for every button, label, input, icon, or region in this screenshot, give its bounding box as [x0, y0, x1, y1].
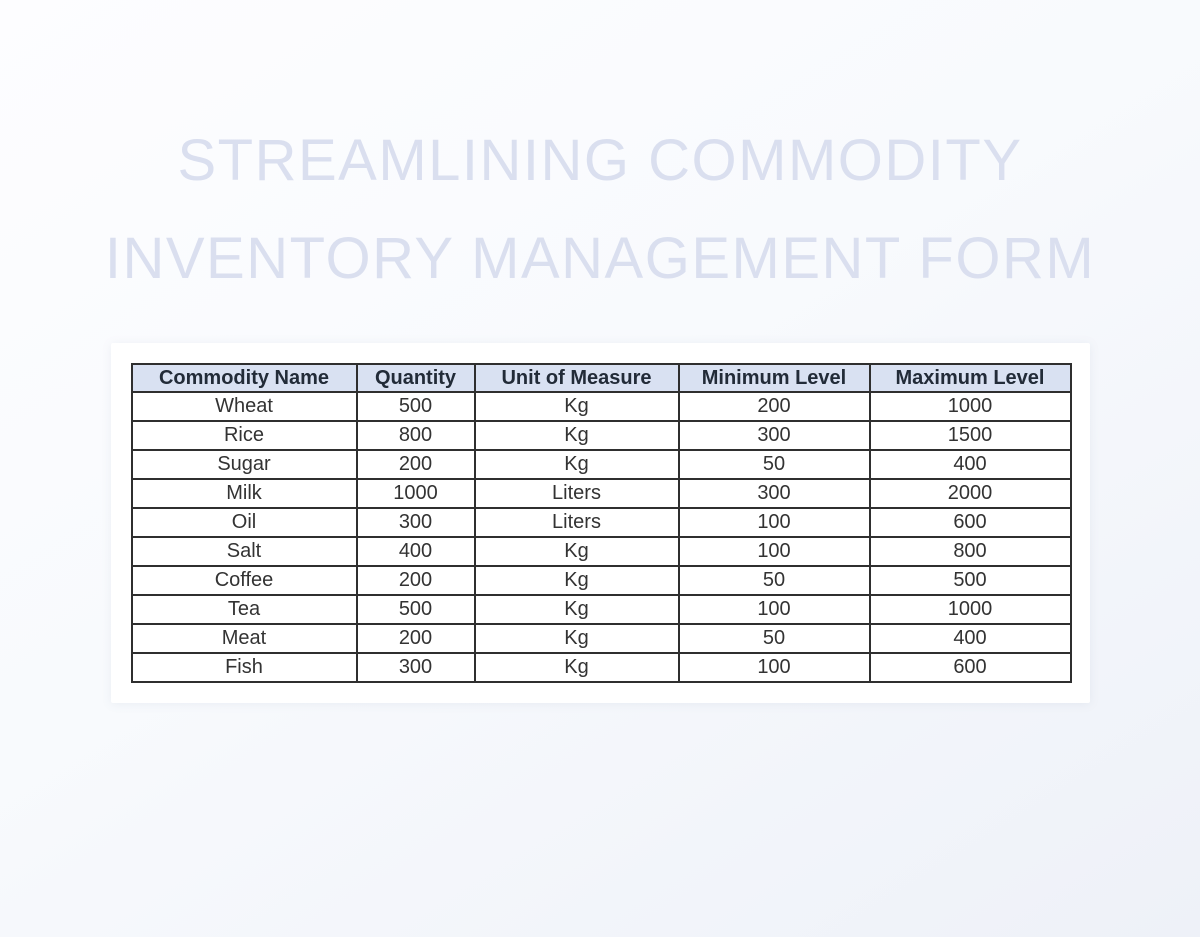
table-cell: 300 — [355, 507, 476, 538]
table-cell: 500 — [868, 565, 1072, 596]
table-cell: 500 — [355, 391, 476, 422]
table-cell: 400 — [868, 449, 1072, 480]
table-body: Wheat 500 Kg 200 1000 Rice 800 Kg 300 1500 Sugar 20… — [130, 391, 1072, 683]
table-cell: Meat — [130, 623, 358, 654]
column-header: Unit of Measure — [473, 363, 680, 393]
table-cell: 500 — [355, 594, 476, 625]
inventory-table: Commodity Name Quantity Unit of Measure Min… — [130, 363, 1072, 683]
table-cell: 400 — [868, 623, 1072, 654]
table-cell: 100 — [677, 507, 871, 538]
table-cell: 100 — [677, 594, 871, 625]
column-header: Quantity — [355, 363, 476, 393]
table-cell: 50 — [677, 623, 871, 654]
table-cell: Milk — [130, 478, 358, 509]
table-row: Fish 300 Kg 100 600 — [130, 652, 1072, 683]
table-cell: 300 — [677, 420, 871, 451]
table-cell: 600 — [868, 507, 1072, 538]
table-cell: 50 — [677, 449, 871, 480]
table-cell: Wheat — [130, 391, 358, 422]
table-cell: 2000 — [868, 478, 1072, 509]
column-header: Minimum Level — [677, 363, 871, 393]
table-cell: Salt — [130, 536, 358, 567]
table-cell: Kg — [473, 623, 680, 654]
table-cell: 1000 — [355, 478, 476, 509]
table-cell: 1500 — [868, 420, 1072, 451]
table-cell: 100 — [677, 652, 871, 683]
table-cell: 200 — [677, 391, 871, 422]
table-cell: 200 — [355, 565, 476, 596]
table-cell: Kg — [473, 536, 680, 567]
table-header-row: Commodity Name Quantity Unit of Measure Min… — [130, 363, 1072, 393]
table-cell: 1000 — [868, 391, 1072, 422]
table-row: Meat 200 Kg 50 400 — [130, 623, 1072, 654]
table-cell: 200 — [355, 449, 476, 480]
page-title: STREAMLINING COMMODITY INVENTORY MANAGEM… — [0, 112, 1200, 308]
table-cell: Sugar — [130, 449, 358, 480]
table-row: Coffee 200 Kg 50 500 — [130, 565, 1072, 596]
table-cell: Kg — [473, 420, 680, 451]
table-cell: 400 — [355, 536, 476, 567]
table-cell: Kg — [473, 565, 680, 596]
table-cell: Kg — [473, 391, 680, 422]
table-cell: Coffee — [130, 565, 358, 596]
table-row: Wheat 500 Kg 200 1000 — [130, 391, 1072, 422]
table-cell: 800 — [868, 536, 1072, 567]
table-card: Commodity Name Quantity Unit of Measure Min… — [110, 343, 1090, 703]
table-row: Rice 800 Kg 300 1500 — [130, 420, 1072, 451]
table-cell: Kg — [473, 652, 680, 683]
table-cell: Liters — [473, 507, 680, 538]
table-cell: 1000 — [868, 594, 1072, 625]
table-cell: 800 — [355, 420, 476, 451]
table-cell: 300 — [355, 652, 476, 683]
column-header: Commodity Name — [130, 363, 358, 393]
table-row: Tea 500 Kg 100 1000 — [130, 594, 1072, 625]
table-cell: 300 — [677, 478, 871, 509]
table-cell: 100 — [677, 536, 871, 567]
page: STREAMLINING COMMODITY INVENTORY MANAGEM… — [0, 112, 1200, 703]
table-cell: Rice — [130, 420, 358, 451]
page-title-line-2: INVENTORY MANAGEMENT FORM — [104, 226, 1096, 291]
column-header: Maximum Level — [868, 363, 1072, 393]
table-row: Sugar 200 Kg 50 400 — [130, 449, 1072, 480]
table-cell: Oil — [130, 507, 358, 538]
table-cell: Tea — [130, 594, 358, 625]
table-row: Milk 1000 Liters 300 2000 — [130, 478, 1072, 509]
page-title-line-1: STREAMLINING COMMODITY — [177, 128, 1023, 193]
table-cell: 200 — [355, 623, 476, 654]
table-cell: Liters — [473, 478, 680, 509]
table-cell: Fish — [130, 652, 358, 683]
table-cell: Kg — [473, 449, 680, 480]
table-cell: Kg — [473, 594, 680, 625]
table-row: Oil 300 Liters 100 600 — [130, 507, 1072, 538]
table-row: Salt 400 Kg 100 800 — [130, 536, 1072, 567]
table-cell: 50 — [677, 565, 871, 596]
table-cell: 600 — [868, 652, 1072, 683]
